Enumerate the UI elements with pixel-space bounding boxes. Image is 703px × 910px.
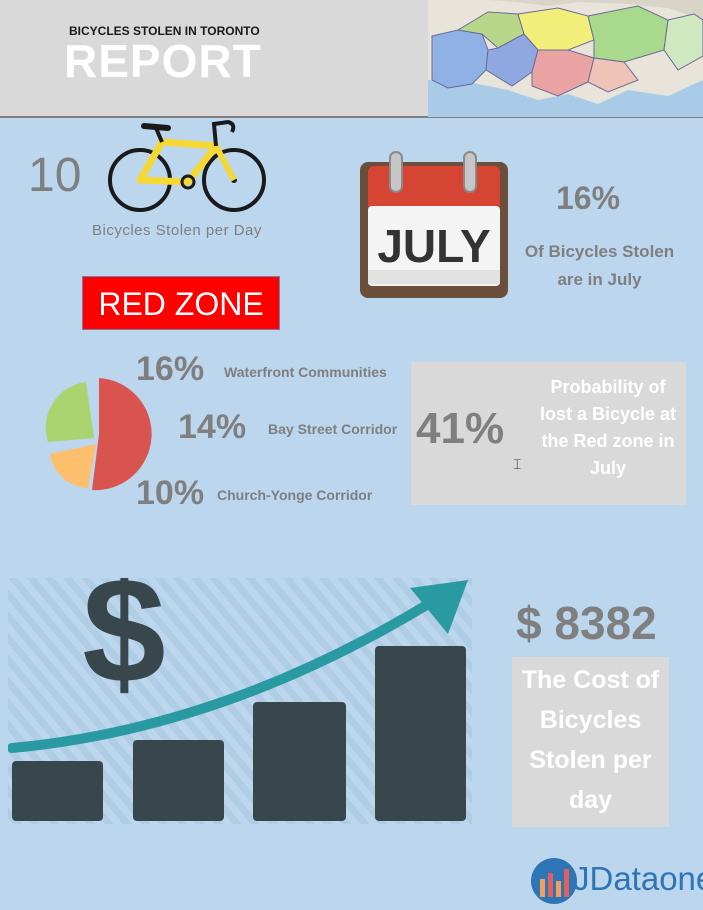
cost-panel xyxy=(512,657,669,827)
trend-arrow xyxy=(7,593,443,753)
toronto-map-image xyxy=(428,0,703,117)
neighbourhood-pie-chart xyxy=(42,372,166,501)
bay-street-pct: 14% xyxy=(178,408,247,446)
report-title: REPORT xyxy=(64,35,262,87)
bay-street-label: Bay Street Corridor xyxy=(268,421,398,437)
probability-percentage: 41% xyxy=(416,404,505,453)
dollar-sign-icon: $ xyxy=(82,578,165,714)
july-percentage: 16% xyxy=(556,180,621,216)
cost-growth-graphic: $ xyxy=(7,546,472,829)
bar-2 xyxy=(133,740,224,821)
waterfront-label: Waterfront Communities xyxy=(224,364,387,380)
pie-slice-bay xyxy=(45,382,94,442)
bicycle-icon xyxy=(104,118,270,223)
pie-slice-church xyxy=(50,444,96,488)
july-label: Of Bicycles Stolen are in July xyxy=(524,242,675,289)
waterfront-pct: 16% xyxy=(136,350,205,388)
church-yonge-pct: 10% xyxy=(136,474,205,512)
cost-value: $ 8382 xyxy=(516,597,657,649)
probability-label: Probability of lost a Bicycle at the Red… xyxy=(539,377,677,478)
header-divider xyxy=(0,116,703,118)
probability-panel xyxy=(411,362,686,505)
jdataone-logo-icon xyxy=(530,857,578,910)
report-subtitle: BICYCLES STOLEN IN TORONTO xyxy=(69,24,260,38)
per-day-count: 10 xyxy=(28,149,82,202)
arrow-head-icon xyxy=(410,580,468,634)
per-day-label: Bicycles Stolen per Day xyxy=(92,222,262,239)
text-cursor-icon: ⌶ xyxy=(513,456,522,472)
bar-3 xyxy=(253,702,346,821)
church-yonge-label: Church-Yonge Corridor xyxy=(217,487,373,503)
bar-1 xyxy=(12,761,103,821)
red-zone-banner: RED ZONE xyxy=(82,276,280,330)
jdataone-logo-text: JDataone xyxy=(573,860,703,897)
calendar-month: JULY xyxy=(377,220,490,272)
calendar-icon: JULY xyxy=(358,150,510,307)
bar-4 xyxy=(375,646,466,821)
pie-slice-waterfront xyxy=(92,378,152,491)
cost-label: The Cost of Bicycles Stolen per day xyxy=(521,666,660,814)
